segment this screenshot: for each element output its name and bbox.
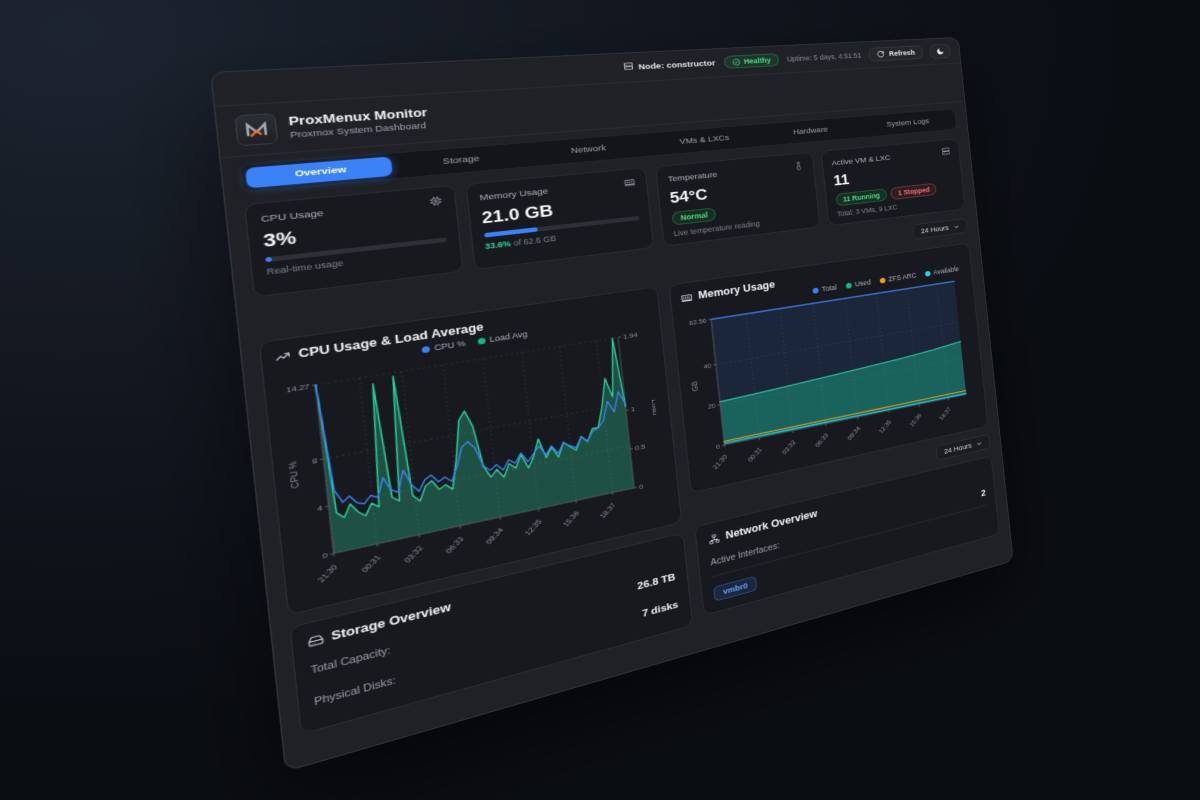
svg-text:0.5: 0.5 (635, 443, 646, 452)
svg-text:06:33: 06:33 (814, 432, 830, 448)
cpu-load-chart: 21:30 00:31 03:32 06:33 09:34 12:35 15:36 18:37… (286, 331, 660, 584)
svg-text:09:34: 09:34 (484, 527, 505, 546)
refresh-icon (877, 50, 886, 58)
refresh-button[interactable]: Refresh (868, 45, 924, 62)
svg-text:03:32: 03:32 (403, 545, 425, 564)
temperature-card: Temperature 54°C Normal Live temperature… (655, 151, 820, 247)
cpu-chip-icon (428, 195, 443, 210)
svg-text:00:31: 00:31 (360, 554, 383, 574)
uptime-text: Uptime: 5 days, 4:51:51 (786, 51, 862, 64)
moon-icon (936, 47, 944, 55)
svg-text:18:37: 18:37 (938, 406, 952, 421)
tab-system-logs[interactable]: System Logs (886, 117, 930, 129)
svg-text:0: 0 (322, 551, 328, 560)
cpu-card-label: CPU Usage (260, 208, 325, 225)
svg-text:8: 8 (312, 456, 318, 465)
time-range-select[interactable]: 24 Hours (912, 217, 968, 240)
tab-vms-lxcs[interactable]: VMs & LXCs (679, 133, 730, 147)
active-interfaces-value: 2 (980, 488, 987, 499)
svg-text:4: 4 (317, 504, 323, 513)
svg-text:1: 1 (630, 405, 635, 413)
right-column: Memory Usage Total Used ZFS ARC Availabl… (668, 242, 1000, 616)
svg-text:CPU %: CPU % (288, 460, 302, 489)
vm-card-label: Active VM & LXC (831, 153, 891, 168)
main-content: CPU Usage & Load Average CPU % Load Avg … (258, 242, 1001, 735)
tab-overview[interactable]: Overview (245, 156, 393, 189)
svg-text:0: 0 (716, 443, 721, 451)
temperature-status-badge: Normal (671, 207, 717, 226)
svg-text:09:34: 09:34 (846, 425, 861, 441)
svg-text:Load: Load (649, 399, 659, 417)
svg-text:12:35: 12:35 (523, 518, 543, 536)
svg-text:14.27: 14.27 (286, 382, 310, 394)
svg-text:20: 20 (708, 402, 716, 410)
svg-text:21:30: 21:30 (711, 454, 728, 471)
svg-text:0: 0 (639, 483, 644, 491)
memory-chart-card: Memory Usage Total Used ZFS ARC Availabl… (668, 242, 989, 494)
proxmenux-logo (234, 112, 279, 147)
left-column: CPU Usage & Load Average CPU % Load Avg … (258, 286, 694, 735)
node-label: Node: constructor (637, 58, 716, 72)
total-capacity-value: 26.8 TB (636, 572, 676, 593)
svg-text:12:35: 12:35 (878, 419, 893, 435)
cpu-load-chart-card: CPU Usage & Load Average CPU % Load Avg … (258, 286, 683, 616)
memory-usage-card: Memory Usage 21.0 GB 33.6% of 62.6 GB (464, 167, 655, 271)
dashboard-panel: Node: constructor Healthy Uptime: 5 days… (210, 36, 1014, 772)
trending-up-icon (274, 349, 292, 364)
theme-toggle-button[interactable] (929, 43, 951, 59)
physical-disks-value: 7 disks (641, 599, 679, 620)
health-badge: Healthy (723, 53, 780, 69)
hard-drive-icon (307, 632, 325, 648)
interface-badge-vmbr0: vmbr0 (713, 575, 758, 602)
svg-text:62.56: 62.56 (689, 317, 707, 326)
chevron-down-icon (976, 439, 983, 447)
tab-network[interactable]: Network (570, 143, 607, 156)
temperature-card-label: Temperature (667, 170, 718, 185)
svg-text:1.94: 1.94 (623, 331, 638, 340)
server-icon (622, 61, 634, 73)
svg-text:18:37: 18:37 (598, 502, 617, 520)
thermometer-icon (793, 160, 804, 173)
vm-running-badge: 11 Running (834, 188, 888, 207)
network-icon (708, 532, 721, 546)
logo-m-icon (241, 118, 271, 141)
tab-storage[interactable]: Storage (442, 153, 481, 167)
svg-text:21:30: 21:30 (316, 564, 339, 584)
memory-card-label: Memory Usage (479, 186, 549, 203)
tab-hardware[interactable]: Hardware (792, 125, 829, 137)
chevron-down-icon (953, 223, 960, 230)
vm-stopped-badge: 1 Stopped (890, 182, 938, 200)
node-indicator: Node: constructor (622, 57, 716, 73)
ram-stick-icon (680, 291, 693, 303)
check-circle-icon (732, 58, 741, 66)
server-stack-icon (941, 146, 951, 158)
app-titles: ProxMenux Monitor Proxmox System Dashboa… (288, 106, 429, 139)
svg-text:00:31: 00:31 (747, 446, 764, 463)
active-vm-card: Active VM & LXC 11 11 Running 1 Stopped … (820, 138, 966, 227)
svg-text:GB: GB (691, 380, 701, 392)
svg-text:40: 40 (703, 362, 711, 370)
cpu-progress-fill (265, 256, 272, 263)
svg-text:15:36: 15:36 (908, 412, 923, 427)
svg-text:06:33: 06:33 (444, 535, 465, 554)
ram-stick-icon (623, 177, 636, 191)
svg-text:15:36: 15:36 (561, 510, 580, 528)
cpu-usage-card: CPU Usage 3% Real-time usage (243, 184, 464, 298)
svg-text:03:32: 03:32 (781, 439, 797, 455)
memory-chart: 21:30 00:31 03:32 06:33 09:34 12:35 15:36 18:37… (689, 273, 976, 471)
